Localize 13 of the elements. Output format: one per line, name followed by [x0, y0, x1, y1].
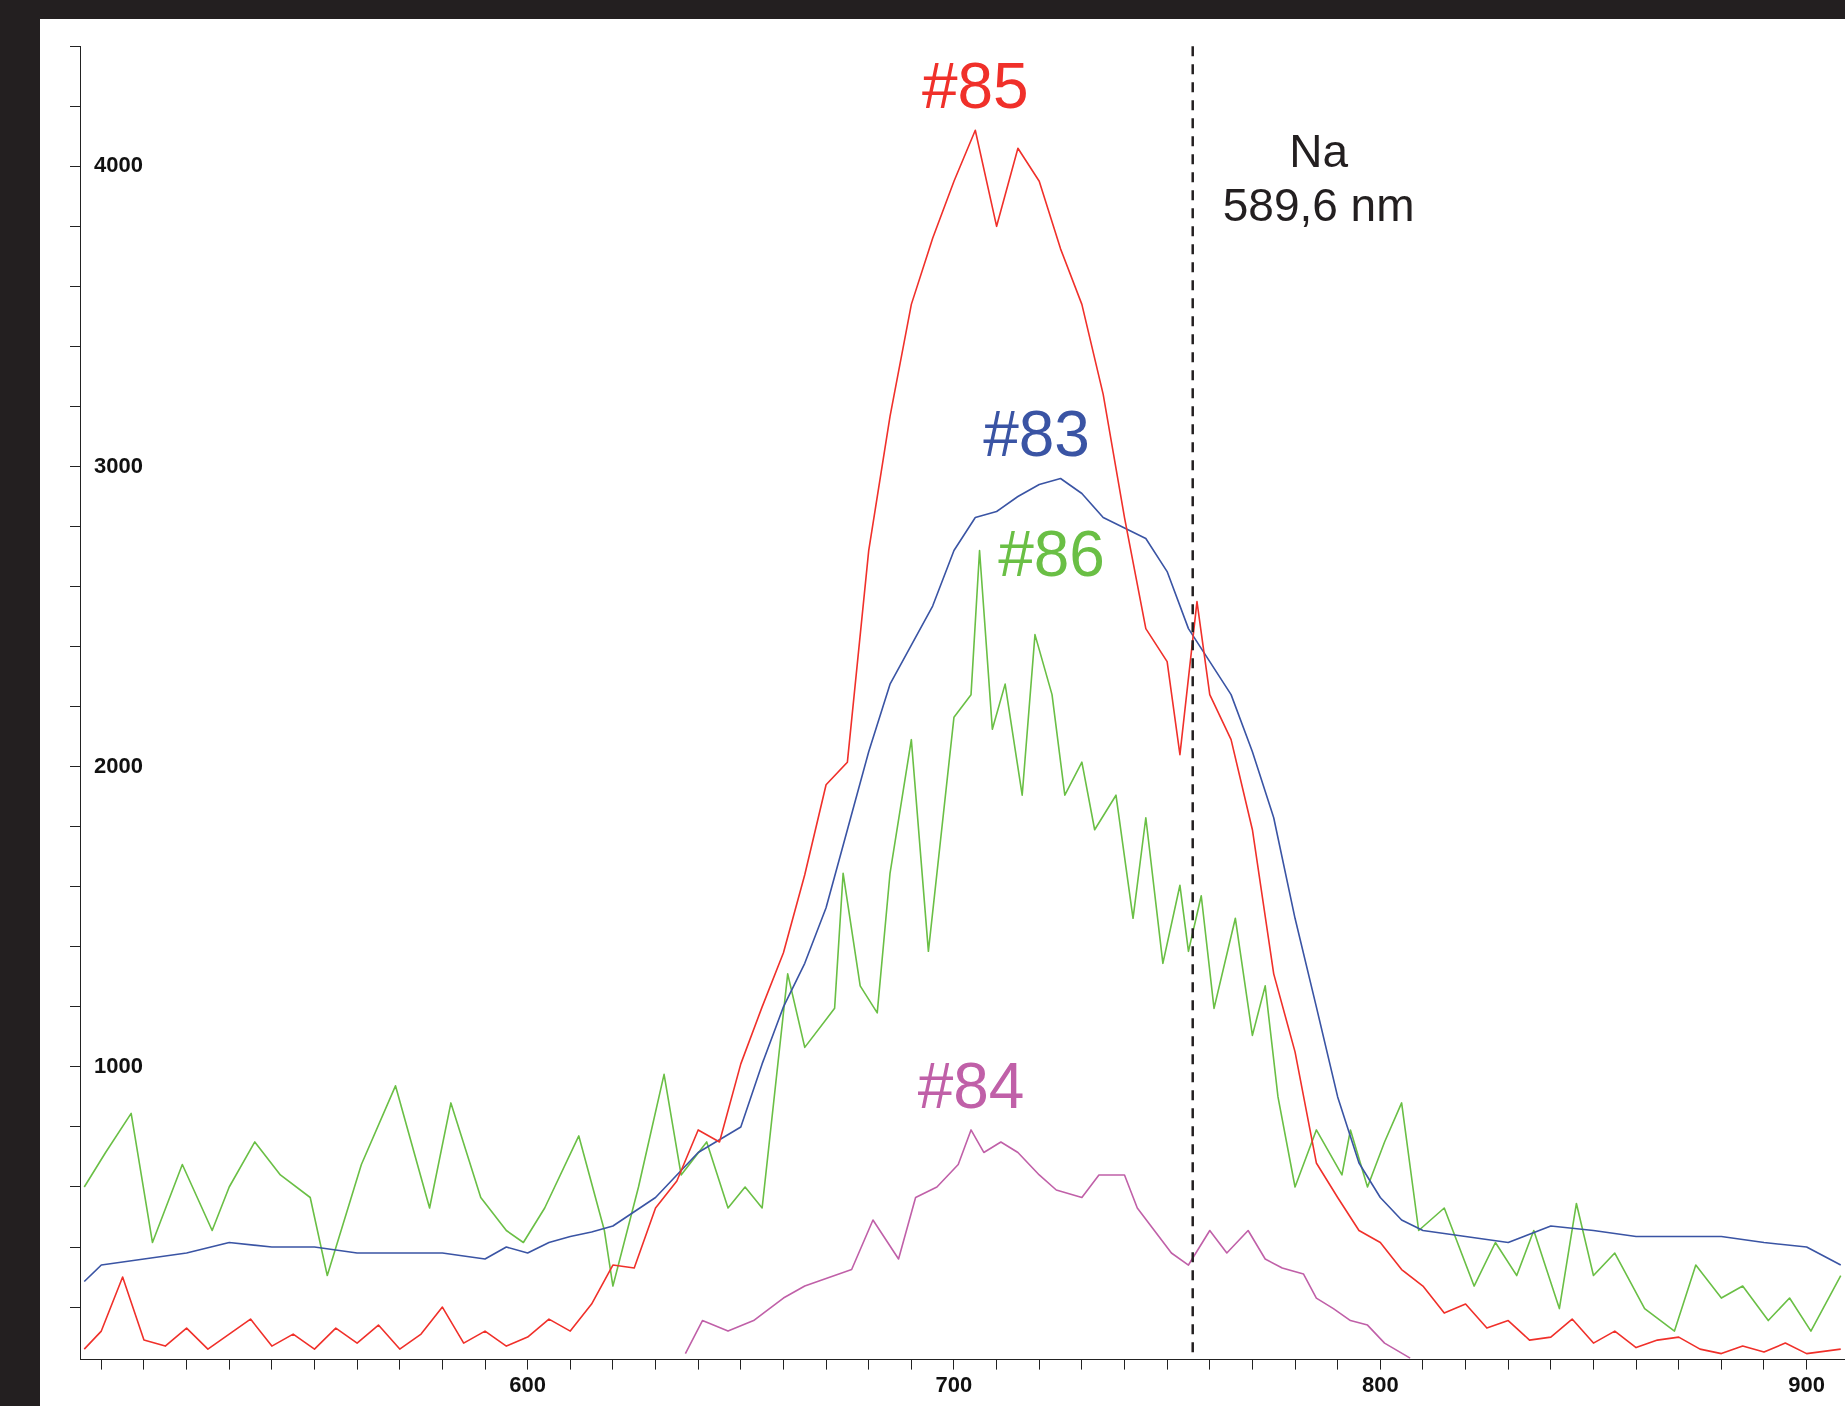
series-label: #84 [917, 1049, 1025, 1122]
y-tick-label: 3000 [94, 452, 143, 478]
ref-line-label: Na 589,6 nm [1222, 124, 1415, 231]
y-tick-label: 2000 [94, 752, 143, 778]
y-tick-label: 1000 [94, 1052, 143, 1078]
x-tick-label: 900 [1788, 1371, 1825, 1397]
y-tick-label: 4000 [94, 152, 143, 178]
series-label: #85 [921, 49, 1029, 122]
x-tick-label: 800 [1361, 1371, 1399, 1397]
series-label: #83 [983, 398, 1090, 471]
x-tick-label: 600 [509, 1371, 546, 1397]
x-tick-label: 700 [935, 1371, 973, 1397]
series-label: #86 [998, 518, 1105, 591]
